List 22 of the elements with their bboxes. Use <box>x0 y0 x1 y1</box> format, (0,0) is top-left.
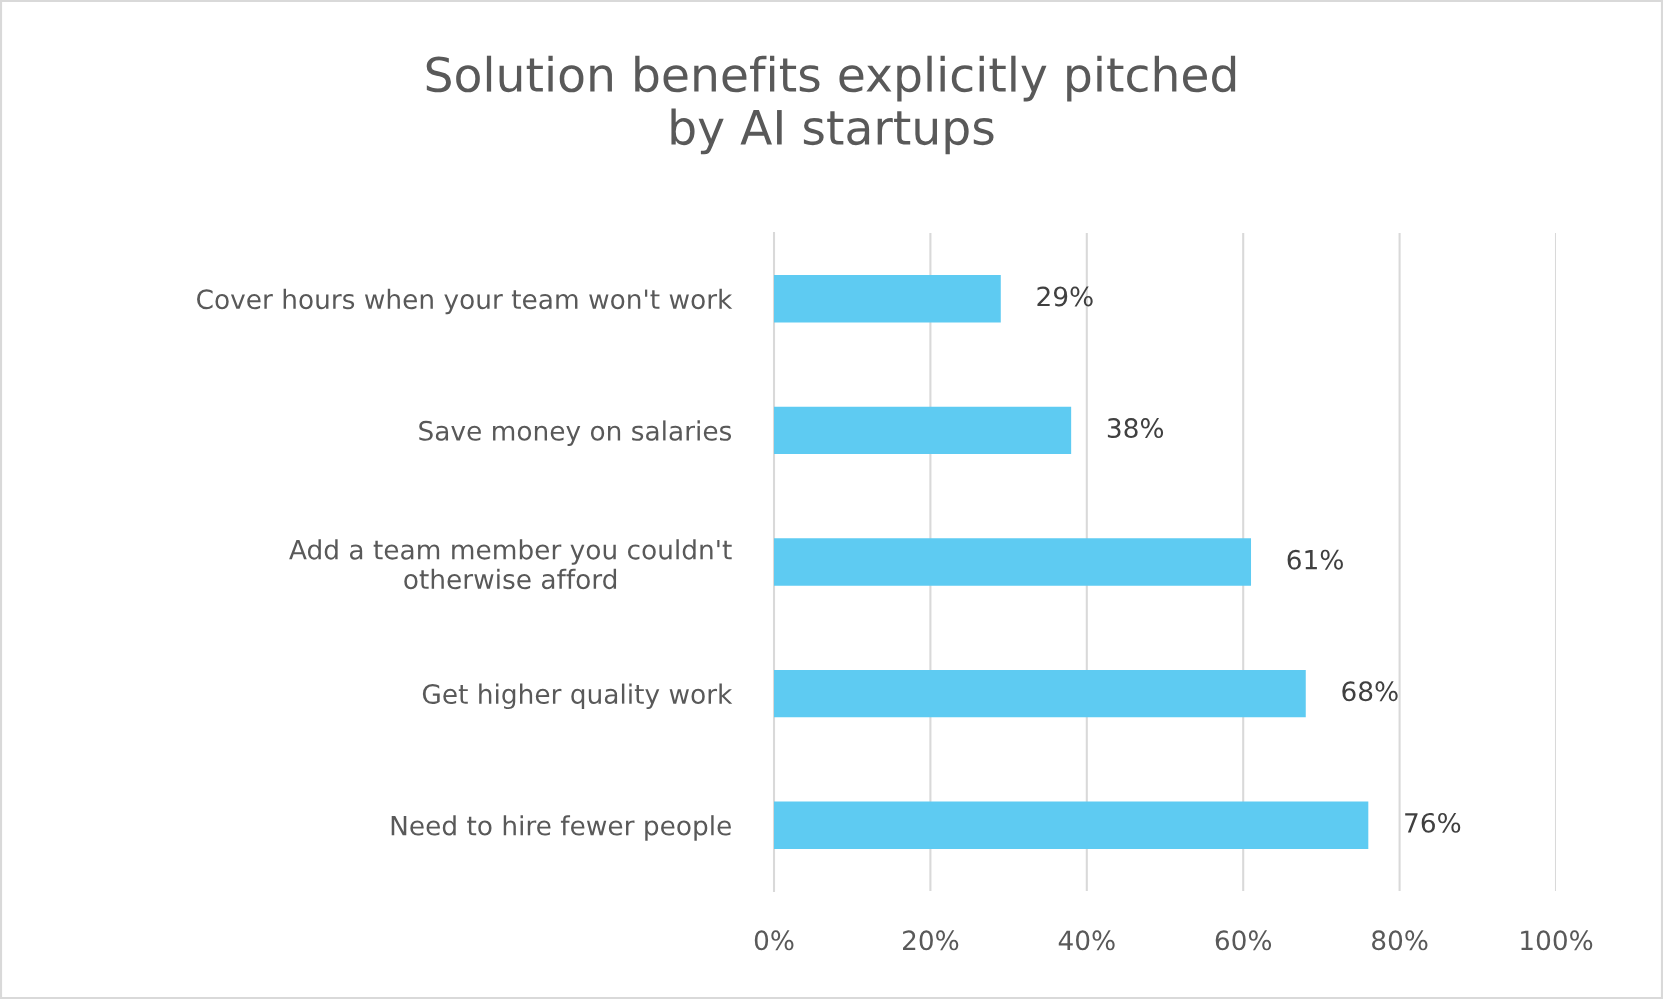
bar <box>774 538 1252 586</box>
y-tick-label: Add a team member you couldn't otherwise afford <box>289 539 732 590</box>
bar <box>774 275 1001 323</box>
x-tick-label: 60% <box>1215 930 1272 951</box>
x-tick-label: 0% <box>754 930 794 951</box>
data-label: 68% <box>1342 681 1398 702</box>
bar <box>774 801 1369 849</box>
x-tick-label: 80% <box>1372 930 1428 951</box>
x-tick-label: 100% <box>1521 930 1593 951</box>
data-label: 38% <box>1107 418 1164 439</box>
y-tick-label: Need to hire fewer people <box>391 815 731 841</box>
chart-title: Solution benefits explicitly pitched by AI startups <box>426 55 1236 155</box>
data-label: 61% <box>1287 549 1343 570</box>
y-tick-label: Get higher quality work <box>422 683 733 710</box>
y-tick-label: Save money on salaries <box>419 420 732 446</box>
data-label: 76% <box>1405 812 1461 833</box>
data-label: 29% <box>1037 286 1093 307</box>
y-tick-label: Cover hours when your team won't work <box>197 288 733 315</box>
x-tick-label: 20% <box>903 930 959 951</box>
bar <box>774 669 1306 718</box>
bar <box>774 406 1072 455</box>
x-tick-label: 40% <box>1058 930 1115 951</box>
